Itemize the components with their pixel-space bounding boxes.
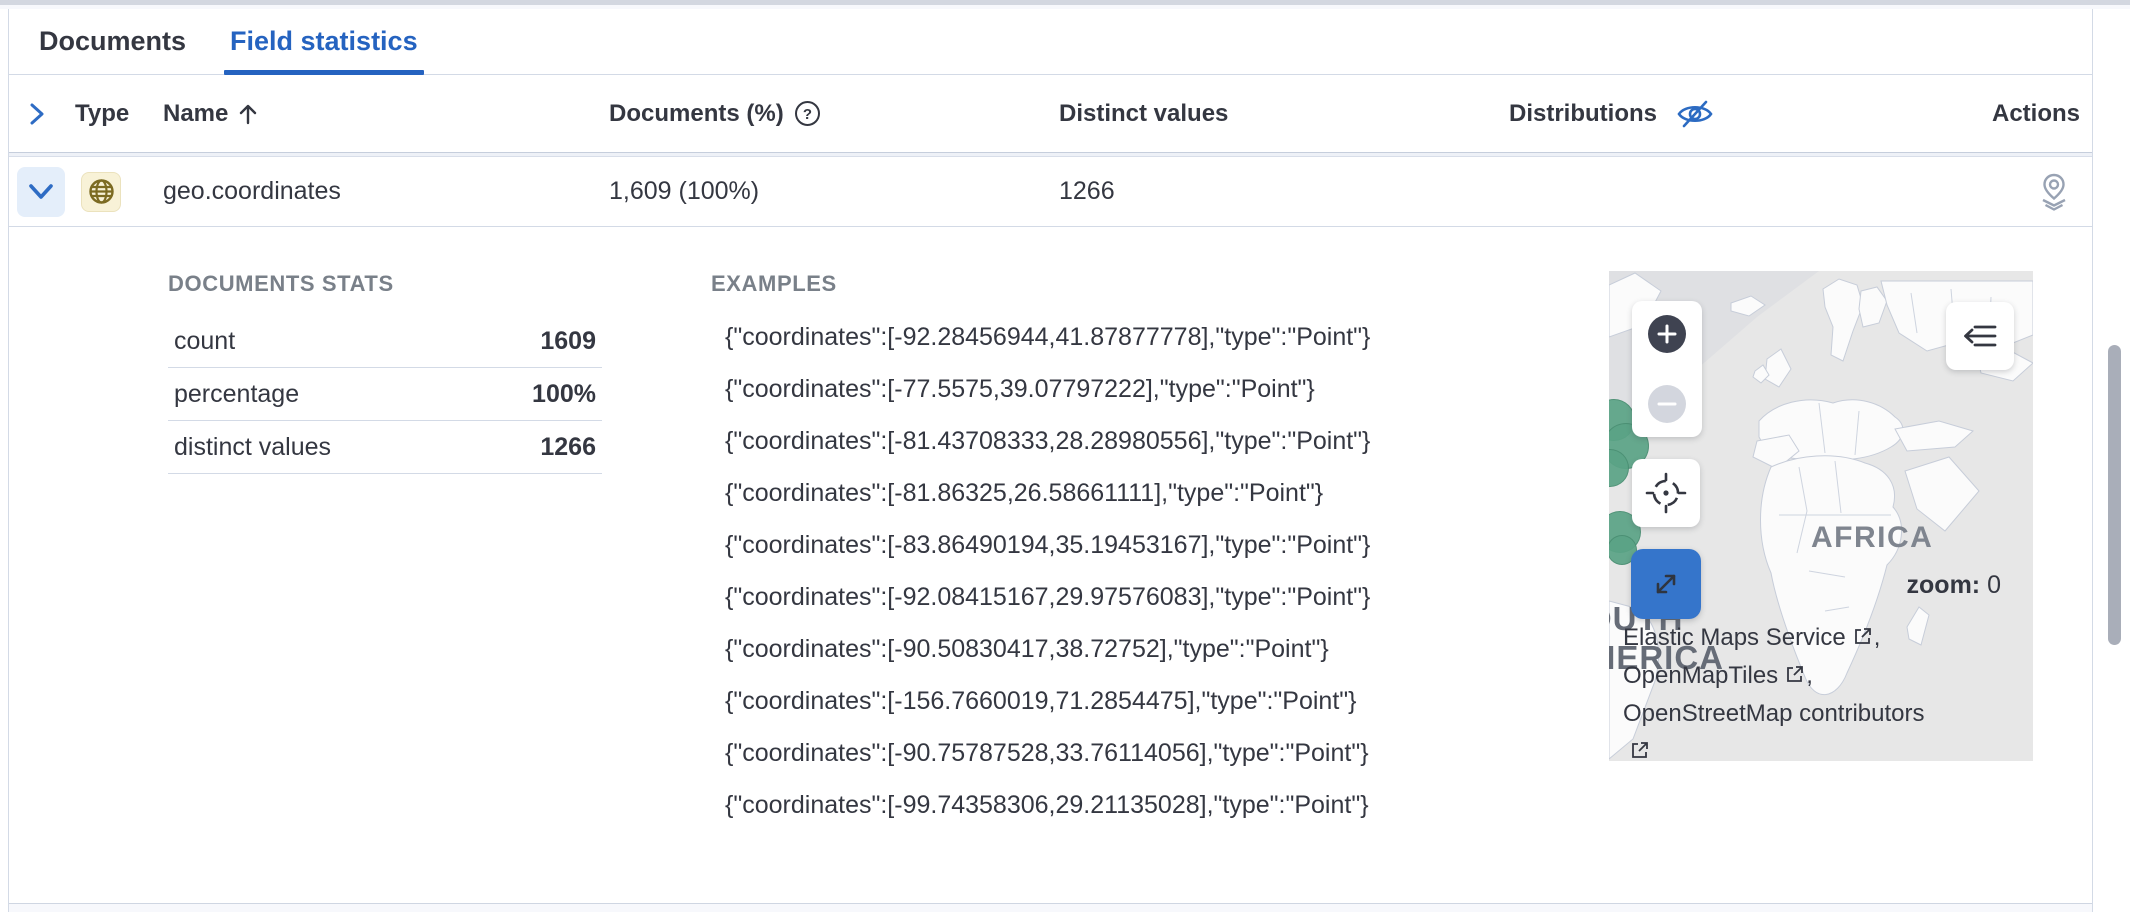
external-link-icon	[1632, 742, 1648, 758]
example-item: {"coordinates":[-90.75787528,33.76114056…	[725, 739, 1369, 767]
map-zoom-controls	[1632, 301, 1702, 437]
table-row-geo-coordinates[interactable]: geo.coordinates 1,609 (100%) 1266	[9, 157, 2092, 227]
eye-slash-icon[interactable]	[1675, 98, 1715, 130]
example-item: {"coordinates":[-92.28456944,41.87877778…	[725, 323, 1371, 351]
map-attribution: Elastic Maps Service, OpenMapTiles, Open…	[1623, 619, 1935, 761]
expand-all-button[interactable]	[9, 101, 65, 127]
row-distinct-values: 1266	[1059, 177, 1115, 205]
view-tabs: Documents Field statistics	[9, 9, 2092, 75]
tab-documents[interactable]: Documents	[39, 26, 187, 56]
map-pin-layers-icon	[2042, 173, 2066, 211]
map-label-america: AMERICA	[1609, 639, 1724, 676]
field-details-panel: DOCUMENTS STATS count 1609 percentage 10…	[9, 227, 2092, 903]
example-item: {"coordinates":[-92.08415167,29.97576083…	[725, 583, 1371, 611]
sort-ascending-icon	[240, 104, 257, 124]
row-expander-cell	[9, 166, 65, 217]
crosshair-icon	[1645, 472, 1687, 514]
table-header: Type Name Documents (%) ? Distinct value…	[9, 75, 2092, 153]
menu-left-icon	[1964, 325, 1997, 347]
stat-row-count: count 1609	[168, 315, 602, 368]
next-row-divider	[9, 903, 2092, 904]
column-header-type[interactable]: Type	[75, 99, 130, 127]
column-header-name-label: Name	[163, 99, 229, 127]
zoom-in-button[interactable]	[1648, 315, 1686, 353]
column-header-distinct-values[interactable]: Distinct values	[1059, 99, 1229, 127]
example-item: {"coordinates":[-156.7660019,71.2854475]…	[725, 687, 1357, 715]
stat-label: distinct values	[174, 432, 332, 461]
stat-value: 100%	[532, 379, 596, 408]
example-item: {"coordinates":[-99.74358306,29.21135028…	[725, 791, 1369, 819]
fit-to-data-button[interactable]	[1631, 549, 1701, 619]
top-resize-handle[interactable]	[0, 0, 2130, 5]
attribution-link-openstreetmap[interactable]: OpenStreetMap contributors	[1623, 700, 1925, 761]
svg-text:?: ?	[803, 106, 812, 123]
explore-in-maps-button[interactable]	[2034, 172, 2074, 212]
globe-icon	[88, 179, 114, 204]
documents-stats-section: DOCUMENTS STATS count 1609 percentage 10…	[168, 271, 602, 474]
expand-icon	[1656, 574, 1676, 594]
attribution-link-elastic-maps-service[interactable]: Elastic Maps Service	[1623, 624, 1874, 651]
collapse-legend-button[interactable]	[1946, 302, 2014, 370]
row-type-cell	[65, 171, 153, 212]
examples-list: {"coordinates":[-92.28456944,41.87877778…	[711, 311, 1551, 831]
row-documents-value: 1,609 (100%)	[609, 177, 760, 205]
attribution-link-label: OpenStreetMap contributors	[1623, 700, 1925, 727]
column-header-distributions-label: Distributions	[1509, 99, 1657, 127]
external-link-icon	[1787, 666, 1804, 682]
field-statistics-panel: Documents Field statistics Type Name Doc…	[8, 9, 2093, 912]
header-separator	[9, 153, 2092, 157]
column-header-documents[interactable]: Documents (%) ?	[599, 100, 1049, 128]
geo-map-preview[interactable]: AFRICA SOUTH AMERICA zoom: 0 Elastic Map…	[1609, 271, 2033, 761]
zoom-level-indicator: zoom: 0	[1907, 571, 2001, 600]
top-strip	[0, 5, 2130, 9]
map-label-africa: AFRICA	[1811, 521, 1934, 554]
example-item: {"coordinates":[-83.86490194,35.19453167…	[725, 531, 1371, 559]
row-field-name: geo.coordinates	[163, 177, 341, 205]
column-header-distributions[interactable]: Distributions	[1499, 98, 1959, 130]
examples-title: EXAMPLES	[711, 271, 837, 296]
attribution-separator: ,	[1873, 624, 1881, 651]
external-link-icon	[1854, 628, 1871, 644]
chevron-right-icon	[30, 103, 44, 124]
column-header-actions: Actions	[1991, 99, 2080, 127]
zoom-value: 0	[1987, 571, 2001, 599]
set-view-button[interactable]	[1632, 459, 1700, 527]
attribution-link-label: Elastic Maps Service	[1623, 624, 1846, 651]
documents-stats-table: count 1609 percentage 100% distinct valu…	[168, 315, 602, 474]
chevron-down-icon	[29, 183, 53, 199]
documents-stats-title: DOCUMENTS STATS	[168, 271, 394, 296]
row-actions-cell	[1959, 172, 2092, 212]
zoom-out-button[interactable]	[1648, 385, 1686, 423]
next-row-edge	[9, 904, 2092, 912]
example-item: {"coordinates":[-81.86325,26.58661111],"…	[725, 479, 1324, 507]
attribution-link-label: OpenMapTiles	[1623, 662, 1779, 689]
vertical-scrollbar[interactable]	[2108, 345, 2121, 645]
collapse-row-button[interactable]	[17, 166, 65, 217]
stat-label: count	[174, 326, 236, 355]
example-item: {"coordinates":[-81.43708333,28.28980556…	[725, 427, 1371, 455]
attribution-separator: ,	[1806, 662, 1813, 689]
zoom-label: zoom:	[1906, 571, 1981, 599]
column-header-name[interactable]: Name	[153, 100, 599, 128]
help-icon[interactable]: ?	[794, 100, 821, 127]
example-item: {"coordinates":[-77.5575,39.07797222],"t…	[725, 375, 1315, 403]
stat-row-distinct-values: distinct values 1266	[168, 421, 602, 474]
stat-row-percentage: percentage 100%	[168, 368, 602, 421]
minus-icon	[1657, 402, 1677, 406]
stat-label: percentage	[174, 379, 300, 408]
stat-value: 1266	[540, 432, 596, 461]
tab-field-statistics[interactable]: Field statistics	[224, 9, 424, 75]
examples-section: EXAMPLES {"coordinates":[-92.28456944,41…	[711, 271, 1551, 831]
geo-point-type-badge	[81, 171, 121, 212]
example-item: {"coordinates":[-90.50830417,38.72752],"…	[725, 635, 1329, 663]
stat-value: 1609	[540, 326, 596, 355]
column-header-documents-label: Documents (%)	[609, 99, 784, 127]
attribution-link-openmaptiles[interactable]: OpenMapTiles	[1623, 662, 1806, 689]
plus-icon	[1657, 324, 1677, 344]
